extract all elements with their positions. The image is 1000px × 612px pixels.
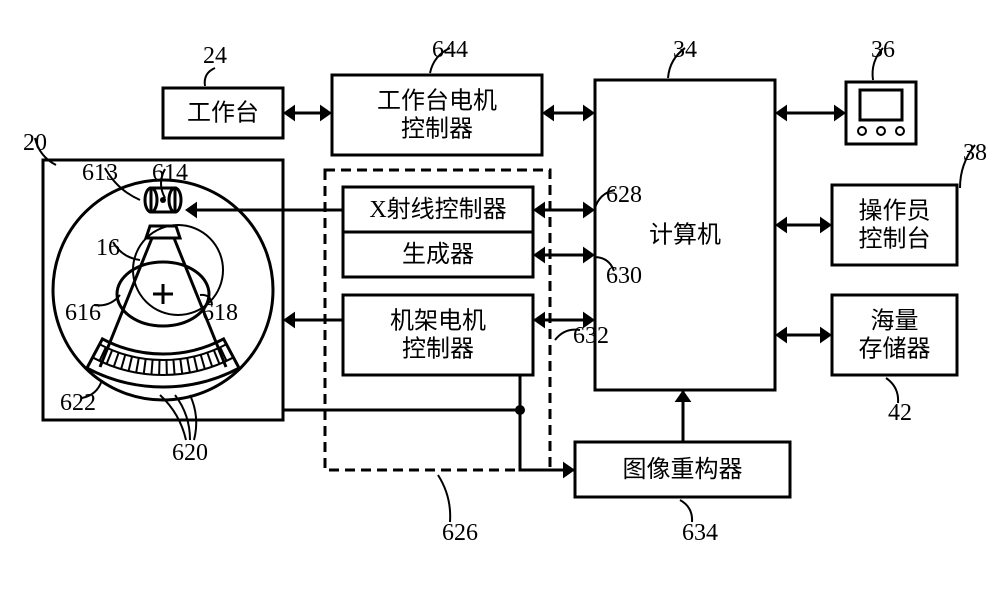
xray-ctrl-label-0: X射线控制器 <box>369 196 506 223</box>
ref-num-644: 644 <box>432 37 468 63</box>
leader-line <box>438 475 450 522</box>
ref-num-24: 24 <box>203 43 227 69</box>
ref-num-626: 626 <box>442 520 478 546</box>
display-button-2 <box>896 127 904 135</box>
gantry-motor-label-1: 控制器 <box>402 336 474 363</box>
leader-line <box>190 395 196 440</box>
table-motor-label-1: 控制器 <box>401 116 473 143</box>
ref-num-42: 42 <box>888 400 912 426</box>
ref-num-616: 616 <box>65 300 101 326</box>
leader-line <box>205 68 215 86</box>
generator-label-0: 生成器 <box>402 241 474 268</box>
mass-storage-box <box>832 295 957 375</box>
mass-storage-label-0: 海量 <box>871 308 919 335</box>
leader-line <box>160 395 186 440</box>
ref-num-34: 34 <box>673 37 697 63</box>
table-motor-box <box>332 75 542 155</box>
display-button-1 <box>877 127 885 135</box>
computer-label-0: 计算机 <box>649 222 721 249</box>
ref-num-618: 618 <box>202 300 238 326</box>
ref-num-628: 628 <box>606 182 642 208</box>
operator-label-0: 操作员 <box>859 198 931 225</box>
leader-line <box>680 500 692 522</box>
table-motor-label-0: 工作台电机 <box>377 88 497 115</box>
gantry-motor-label-0: 机架电机 <box>390 308 486 335</box>
operator-label-1: 控制台 <box>859 226 931 253</box>
mass-storage-label-1: 存储器 <box>859 336 931 363</box>
display-button-0 <box>858 127 866 135</box>
ref-num-613: 613 <box>82 160 118 186</box>
operator-box <box>832 185 957 265</box>
worktable-label-0: 工作台 <box>187 100 259 127</box>
ref-num-614: 614 <box>152 160 188 186</box>
image-recon-label-0: 图像重构器 <box>623 456 743 483</box>
ref-num-634: 634 <box>682 520 718 546</box>
ref-num-38: 38 <box>963 140 987 166</box>
ref-num-20: 20 <box>23 130 47 156</box>
display-screen <box>860 90 902 120</box>
ref-num-632: 632 <box>573 323 609 349</box>
ref-num-620: 620 <box>172 440 208 466</box>
signal-wire <box>283 410 575 470</box>
gantry-motor-box <box>343 295 533 375</box>
